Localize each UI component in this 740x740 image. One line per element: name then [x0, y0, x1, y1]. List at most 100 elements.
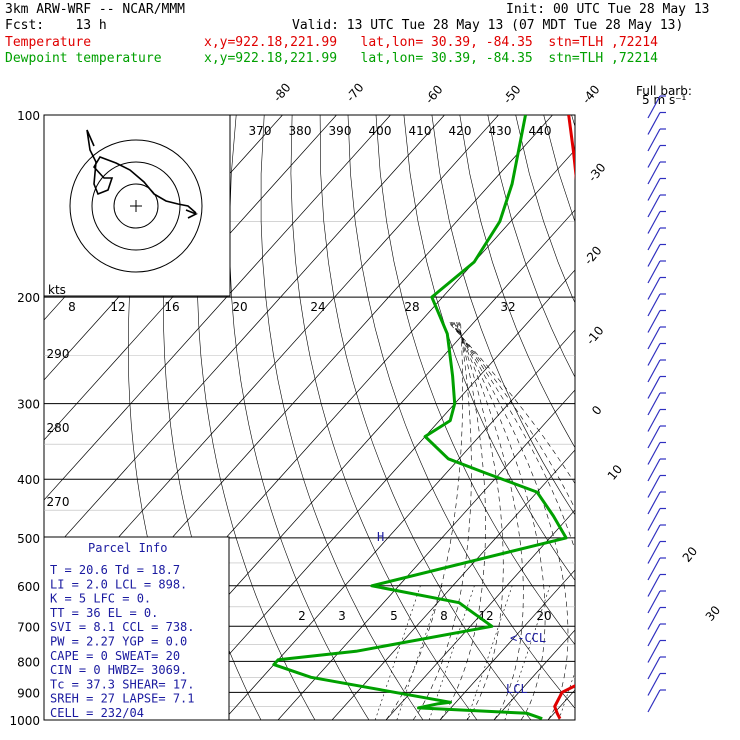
pressure-tick-label: 1000	[9, 714, 40, 728]
dry-adiabat	[600, 115, 740, 720]
parcel-row: SREH = 27 LAPSE= 7.1	[50, 692, 195, 706]
pressure-tick-label: 400	[17, 473, 40, 487]
wind-barb	[647, 574, 661, 597]
pressure-tick-label: 700	[17, 620, 40, 634]
dry-adiabat	[403, 115, 575, 581]
wind-barb	[647, 409, 661, 432]
ccl-label: <-CCL	[510, 631, 546, 645]
isotherm-label: -30	[585, 160, 608, 184]
wind-barb	[647, 524, 661, 548]
wind-barbs: Full barb:5 m s⁻¹	[636, 84, 692, 713]
wind-barb	[647, 227, 661, 251]
isotherm-label: -70	[343, 80, 366, 104]
wind-barb	[647, 541, 661, 564]
wind-barb	[647, 623, 661, 647]
lcl-label: LCL	[506, 682, 528, 696]
theta-left-label: 280	[47, 421, 70, 435]
wind-barb	[647, 392, 661, 416]
isotherm-label: -80	[270, 80, 293, 104]
dry-adiabat	[711, 115, 740, 720]
parcel-row: CIN = 0 HWBZ= 3069.	[50, 663, 187, 677]
isotherm-line	[44, 115, 337, 441]
moist-adiabat	[453, 322, 546, 720]
theta-label: 370	[249, 124, 272, 138]
moist-adiabat	[452, 322, 569, 720]
wind-barb	[647, 277, 661, 300]
wind-barb	[647, 425, 661, 449]
location-dewpoint: x,y=922.18,221.99 lat,lon= 30.39, -84.35…	[204, 51, 658, 66]
wind-barb	[647, 194, 661, 218]
wind-barb	[647, 145, 661, 168]
wind-barb	[647, 491, 661, 515]
hodograph-speed-label: 20	[232, 300, 247, 314]
wind-barb	[647, 475, 661, 498]
isotherm-line	[547, 689, 575, 720]
isotherm-label: -40	[579, 82, 602, 106]
hodograph-speed-label: 12	[110, 300, 125, 314]
mixing-ratio-line	[466, 585, 513, 720]
wind-barb	[647, 244, 661, 267]
barb-key-label: Full barb:	[636, 84, 692, 98]
legend-temperature: Temperature	[5, 35, 92, 50]
dry-adiabat	[656, 115, 740, 720]
theta-label: 400	[369, 124, 392, 138]
parcel-row: SVI = 8.1 CCL = 738.	[50, 620, 195, 634]
parcel-title: Parcel Info	[88, 541, 167, 555]
mixing-ratio-line	[558, 670, 575, 720]
dry-adiabat	[628, 115, 740, 720]
hodograph-speed-label: 28	[404, 300, 419, 314]
parcel-row: PW = 2.27 YGP = 0.0	[50, 635, 187, 649]
moist-adiabat	[385, 322, 464, 720]
moist-adiabat	[450, 322, 575, 720]
hodograph-inset	[43, 114, 231, 297]
dry-adiabat	[260, 115, 424, 720]
isotherm-line	[44, 115, 445, 561]
parcel-row: T = 20.6 Td = 18.7	[50, 563, 180, 577]
theta-label: 390	[329, 124, 352, 138]
pressure-tick-label: 200	[17, 291, 40, 305]
model-title: 3km ARW-WRF -- NCAR/MMM	[5, 2, 186, 17]
isotherm-line	[385, 509, 575, 720]
mixing-ratio-line	[396, 585, 443, 720]
dry-adiabat	[515, 115, 575, 304]
mixing-ratio-line	[428, 585, 475, 720]
theta-label: 430	[489, 124, 512, 138]
hodograph-speed-label: 32	[500, 300, 515, 314]
mixing-ratio-label: 2	[298, 609, 306, 623]
isotherm-label: -60	[422, 82, 445, 106]
wind-barb	[647, 376, 661, 399]
moist-adiabat	[439, 322, 486, 720]
mixing-ratio-line	[374, 585, 421, 720]
pressure-tick-label: 300	[17, 398, 40, 412]
hodograph-ring	[113, 183, 159, 229]
init-time: Init: 00 UTC Tue 28 May 13	[506, 2, 710, 17]
dry-adiabat	[347, 115, 575, 709]
dry-adiabat	[431, 115, 575, 516]
wind-barb	[647, 293, 661, 317]
mixing-ratio-label: 5	[390, 609, 398, 623]
profile-series	[272, 115, 575, 720]
wind-barb	[647, 359, 661, 383]
isotherm-label: 10	[605, 462, 626, 483]
wind-barb	[647, 260, 661, 284]
theta-label: 440	[529, 124, 552, 138]
temperature-profile	[553, 115, 575, 720]
parcel-row: Tc = 37.3 SHEAR= 17.	[50, 677, 195, 691]
legend-dewpoint: Dewpoint temperature	[5, 51, 162, 66]
hodograph-speed-label: 16	[164, 300, 179, 314]
dry-adiabat	[487, 115, 575, 378]
hodograph-arrow	[185, 209, 198, 219]
parcel-row: CELL = 232/04	[50, 706, 144, 720]
wind-barb	[647, 178, 661, 201]
wind-barb	[647, 128, 661, 152]
wind-barb	[647, 607, 661, 630]
wind-barb	[647, 161, 661, 185]
hodograph-ring	[91, 161, 181, 251]
pressure-tick-label: 100	[17, 109, 40, 123]
wind-barb	[647, 442, 661, 465]
wind-barb	[647, 112, 661, 135]
pressure-tick-label: 800	[17, 655, 40, 669]
parcel-row: TT = 36 EL = 0.	[50, 606, 158, 620]
moist-adiabat	[456, 322, 504, 720]
mixing-ratio-line	[504, 585, 551, 720]
